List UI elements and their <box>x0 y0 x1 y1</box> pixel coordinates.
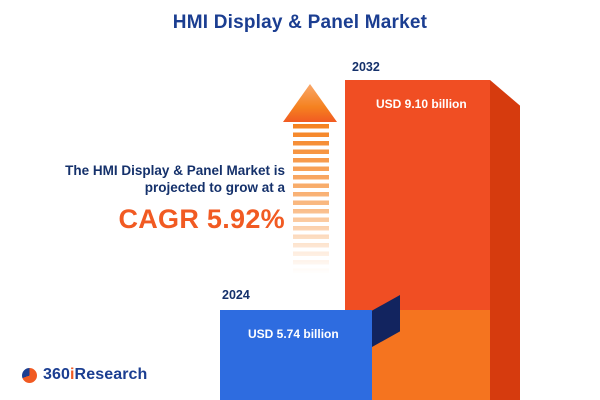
logo-part-i: i <box>70 366 75 383</box>
chart-title: HMI Display & Panel Market <box>172 12 428 33</box>
value-label-2024: USD 5.74 billion <box>248 327 339 341</box>
year-label-2032: 2032 <box>352 60 380 74</box>
annotation-line-2: projected to grow at a <box>144 179 285 195</box>
cagr-value: CAGR 5.92% <box>118 203 285 234</box>
brand-logo-icon <box>22 367 37 383</box>
brand-logo-text: 360iResearch <box>43 366 147 384</box>
growth-arrow-icon <box>283 84 337 122</box>
growth-annotation: The HMI Display & Panel Market is projec… <box>15 163 285 235</box>
brand-logo: 360iResearch <box>22 366 147 384</box>
logo-part-research: Research <box>74 366 148 383</box>
logo-part-360: 360 <box>43 366 70 383</box>
year-label-2024: 2024 <box>222 288 250 302</box>
bar-2032-side-face <box>490 80 520 400</box>
bar-2024-front-face <box>220 310 372 400</box>
growth-arrow-stripes <box>293 124 329 274</box>
value-label-2032: USD 9.10 billion <box>376 97 467 111</box>
annotation-line-1: The HMI Display & Panel Market is <box>65 163 285 178</box>
